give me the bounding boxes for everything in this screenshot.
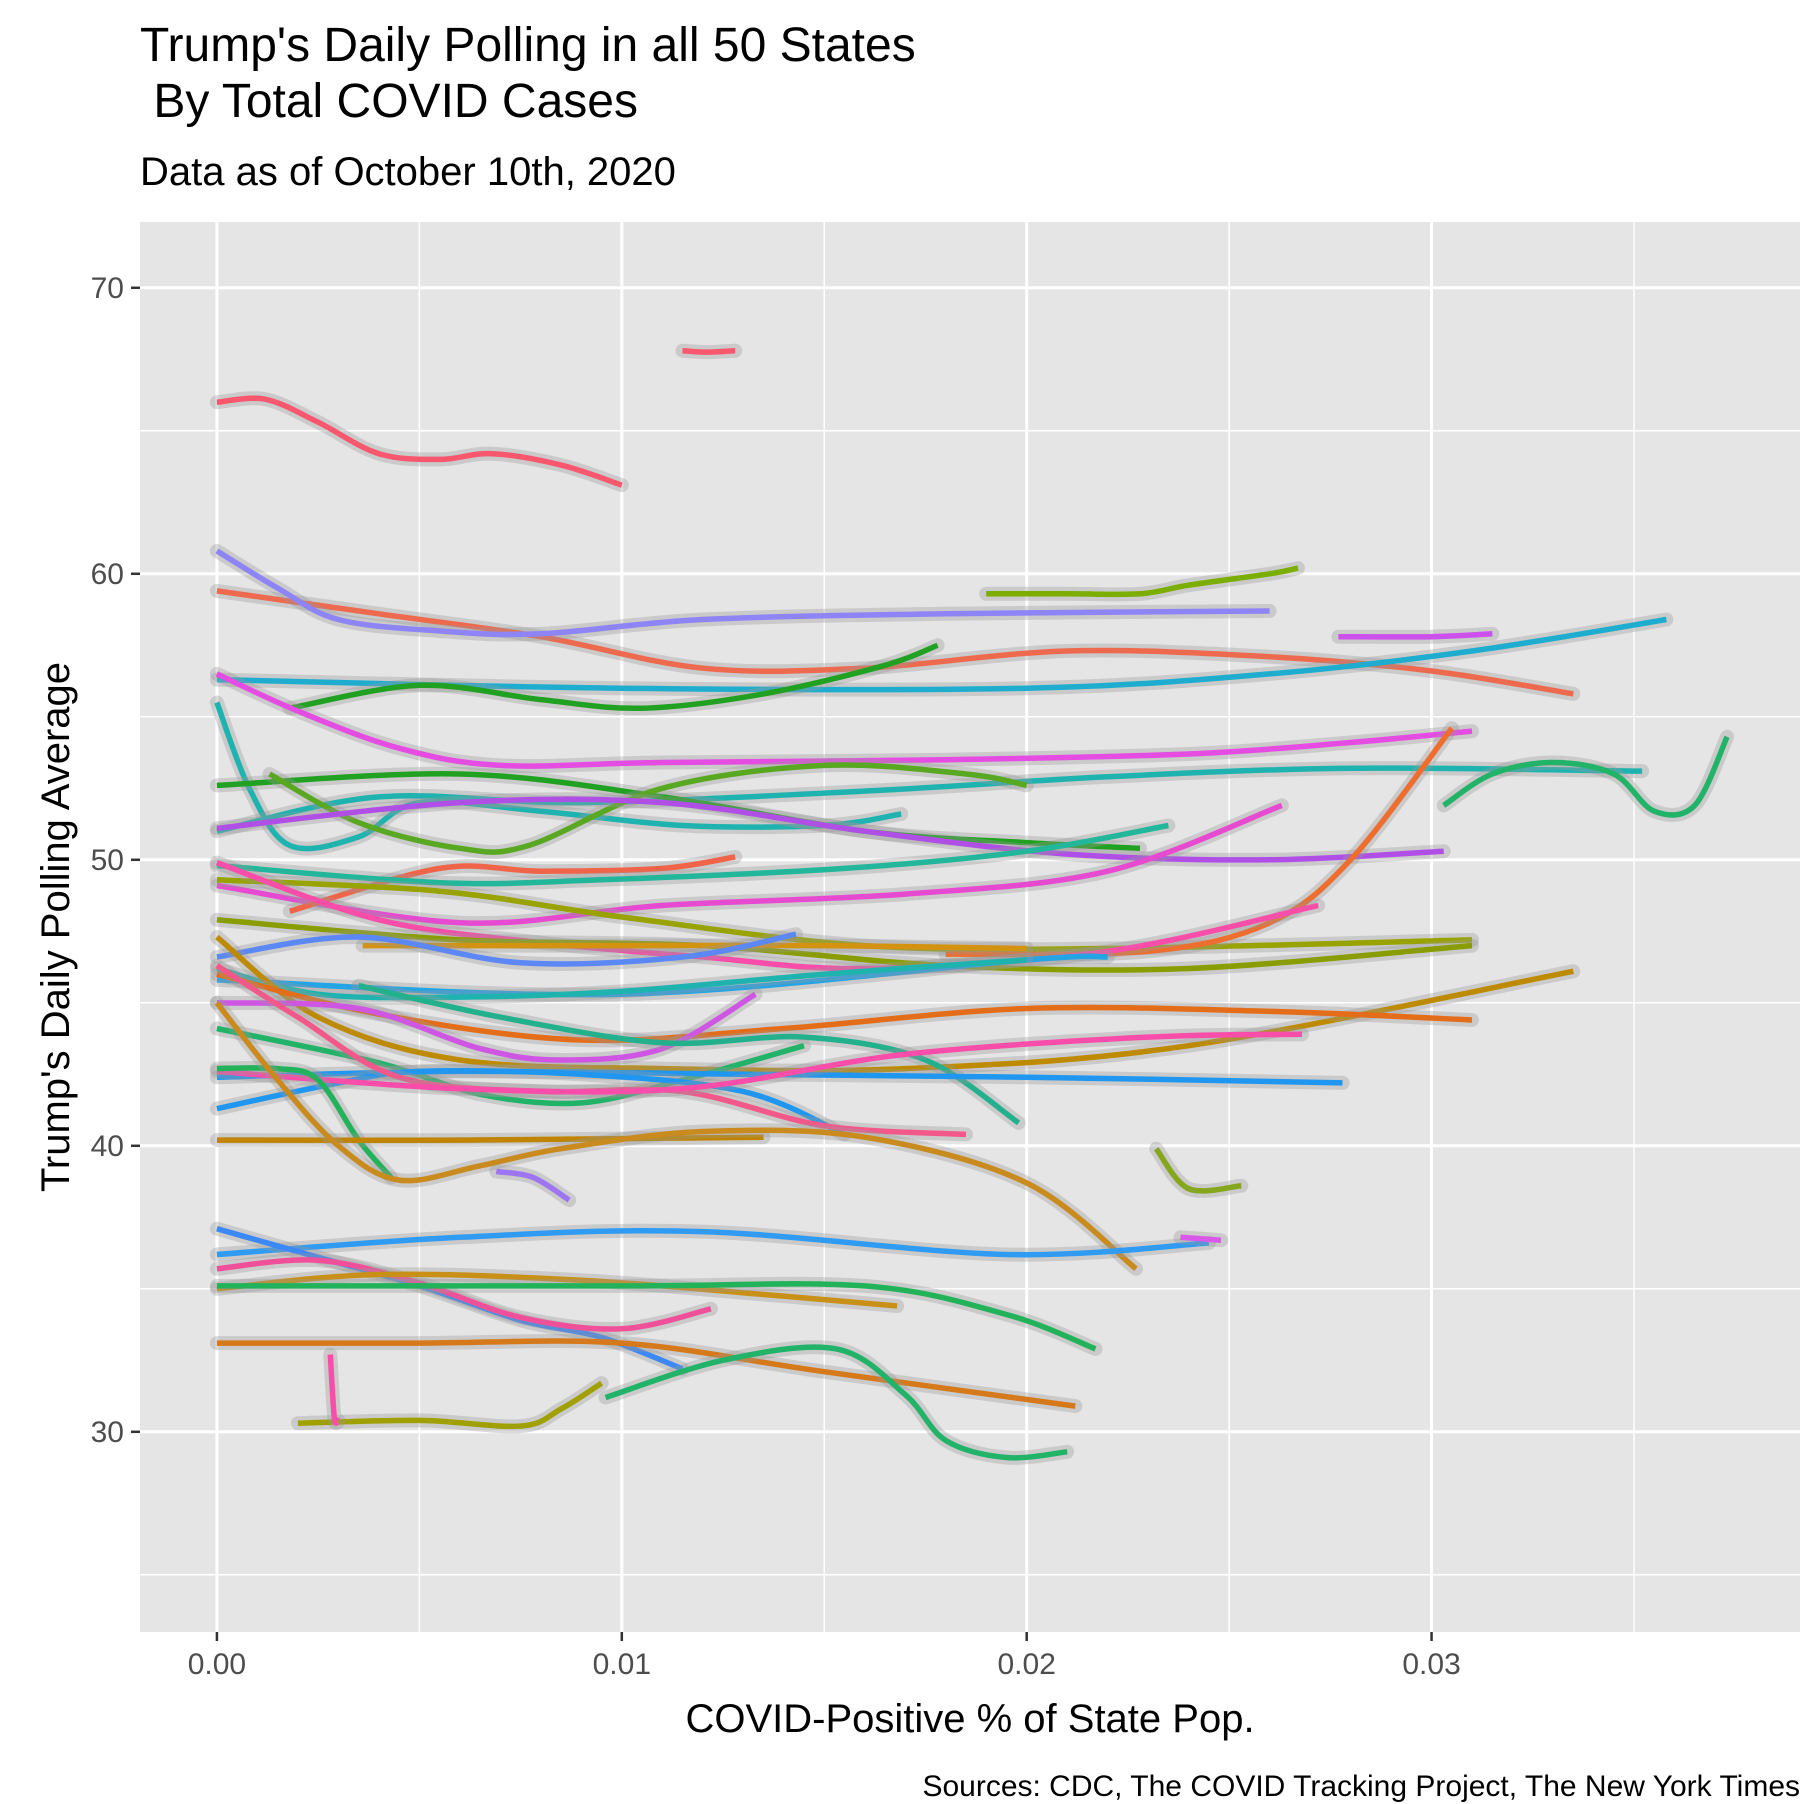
- series-line-5: [1338, 631, 1493, 640]
- chart-subtitle: Data as of October 10th, 2020: [140, 150, 676, 194]
- series-line-10: [216, 765, 1643, 834]
- series-line-39: [495, 1168, 571, 1203]
- series-line-6: [216, 616, 1667, 693]
- series-line-15: [216, 802, 1283, 926]
- series-line-20: [215, 860, 1319, 972]
- series-line-49: [327, 1354, 342, 1426]
- series-line-45: [216, 1281, 1097, 1352]
- y-tick-label: 60: [91, 558, 124, 591]
- series-line-21: [216, 917, 1473, 973]
- series-line-46: [216, 1338, 1076, 1409]
- series-line-22: [362, 942, 1027, 952]
- series-line-0: [682, 347, 736, 355]
- y-tick-label: 50: [91, 844, 124, 877]
- series-line-12: [268, 762, 1028, 855]
- series-lines: [209, 343, 1735, 1465]
- series-line-3: [215, 548, 1270, 638]
- y-tick-label: 40: [91, 1130, 124, 1163]
- series-line-8: [215, 671, 1473, 769]
- y-tick-label: 30: [91, 1416, 124, 1449]
- series-line-4: [986, 565, 1299, 598]
- x-tick-label: 0.03: [1402, 1648, 1460, 1681]
- chart-caption: Sources: CDC, The COVID Tracking Project…: [922, 1770, 1800, 1803]
- series-line-44: [216, 1271, 898, 1309]
- series-line-29: [357, 982, 1021, 1126]
- series-line-37: [214, 1001, 1138, 1271]
- major-gridlines: [140, 222, 1800, 1632]
- y-axis-title: Trump's Daily Polling Average: [34, 662, 78, 1192]
- chart-title: Trump's Daily Polling in all 50 States B…: [140, 19, 916, 128]
- series-line-13: [1442, 735, 1730, 818]
- series-line-34: [216, 1031, 1303, 1095]
- series-line-38: [1153, 1146, 1242, 1194]
- series-line-18: [216, 877, 1473, 953]
- x-tick-label: 0.00: [188, 1648, 246, 1681]
- x-tick-label: 0.02: [997, 1648, 1055, 1681]
- series-line-1: [216, 395, 623, 488]
- x-tick-label: 0.01: [593, 1648, 651, 1681]
- series-line-48: [297, 1380, 604, 1430]
- series-line-43: [216, 1257, 712, 1332]
- series-line-16: [289, 854, 736, 914]
- series-line-11: [216, 771, 1141, 852]
- series-line-47: [604, 1344, 1068, 1461]
- series-line-35: [216, 1065, 394, 1180]
- series-line-25: [216, 957, 1027, 1001]
- series-line-40: [216, 1227, 1210, 1258]
- series-line-36: [216, 1134, 764, 1144]
- series-line-7: [289, 642, 939, 712]
- series-line-41: [1180, 1234, 1222, 1243]
- series-line-14: [216, 796, 1444, 863]
- axes: 0.00 0.01 0.02 0.03 30 40 50 60 70: [91, 272, 1461, 1681]
- y-tick-label: 70: [91, 272, 124, 305]
- series-line-17: [216, 822, 1169, 887]
- x-axis-title: COVID-Positive % of State Pop.: [685, 1697, 1254, 1741]
- series-line-23: [216, 931, 797, 967]
